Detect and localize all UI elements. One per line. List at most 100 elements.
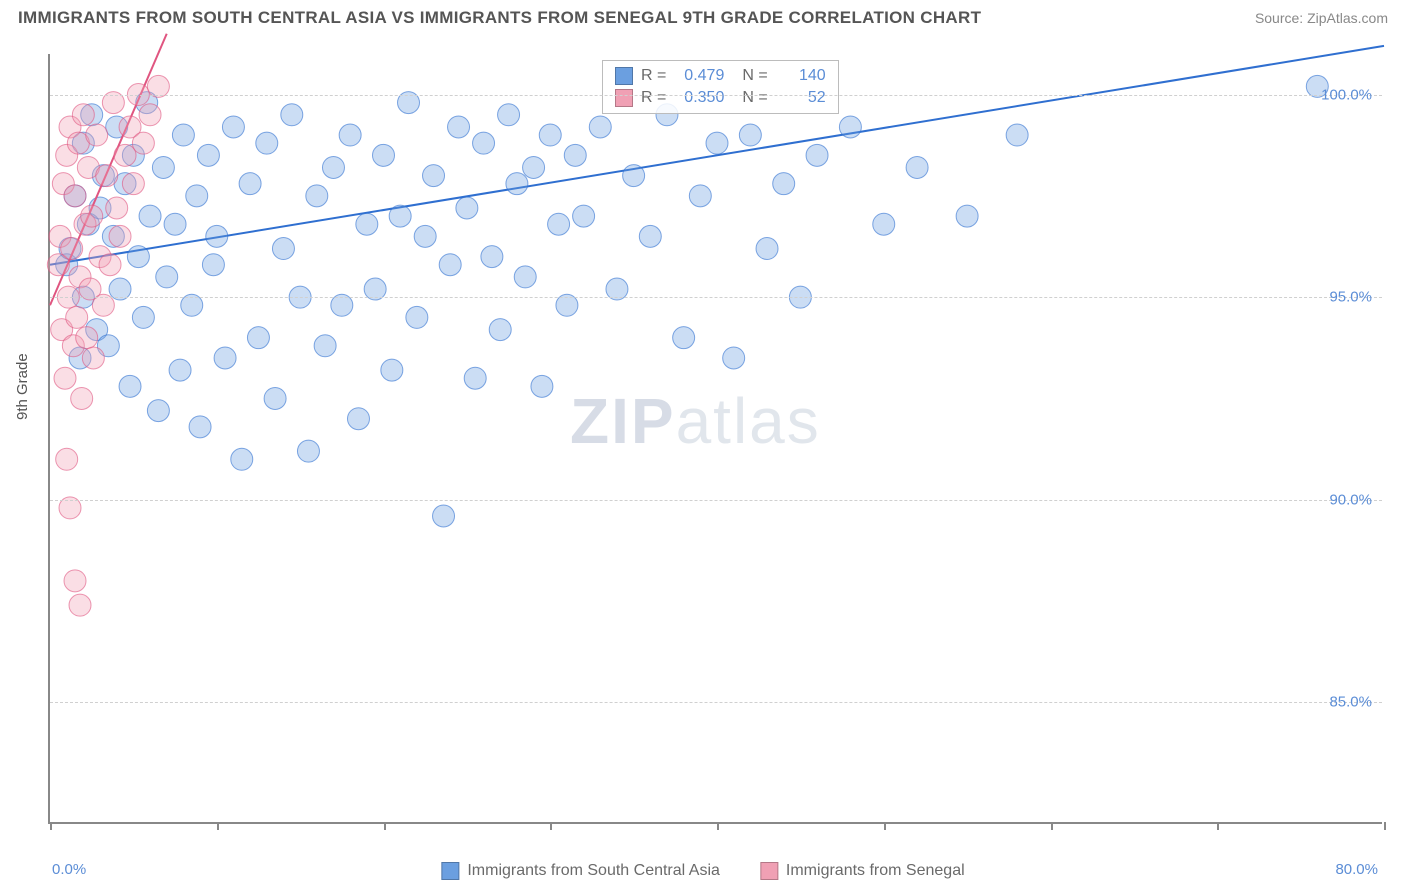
legend-swatch	[615, 67, 633, 85]
x-tick	[550, 822, 552, 830]
data-point	[247, 327, 269, 349]
plot-svg	[50, 54, 1382, 822]
data-point	[706, 132, 728, 154]
data-point	[239, 173, 261, 195]
data-point	[481, 246, 503, 268]
stats-r-value: 0.479	[674, 67, 724, 85]
data-point	[139, 205, 161, 227]
stats-row-sca: R =0.479N =140	[603, 65, 838, 87]
x-tick	[884, 822, 886, 830]
data-point	[689, 185, 711, 207]
y-tick-label: 95.0%	[1329, 289, 1372, 306]
data-point	[297, 440, 319, 462]
legend-item-senegal: Immigrants from Senegal	[760, 862, 965, 880]
data-point	[589, 116, 611, 138]
data-point	[76, 327, 98, 349]
stats-row-senegal: R =0.350N =52	[603, 87, 838, 109]
data-point	[132, 306, 154, 328]
data-point	[498, 104, 520, 126]
gridline	[50, 500, 1382, 501]
data-point	[322, 156, 344, 178]
data-point	[214, 347, 236, 369]
data-point	[439, 254, 461, 276]
data-point	[86, 124, 108, 146]
stats-n-value: 140	[776, 67, 826, 85]
data-point	[56, 448, 78, 470]
legend-item-sca: Immigrants from South Central Asia	[441, 862, 720, 880]
x-tick	[1217, 822, 1219, 830]
data-point	[839, 116, 861, 138]
data-point	[66, 306, 88, 328]
data-point	[639, 225, 661, 247]
gridline	[50, 702, 1382, 703]
data-point	[169, 359, 191, 381]
data-point	[122, 173, 144, 195]
data-point	[114, 144, 136, 166]
data-point	[433, 505, 455, 527]
stats-r-label: R =	[641, 89, 666, 107]
data-point	[564, 144, 586, 166]
data-point	[64, 570, 86, 592]
data-point	[152, 156, 174, 178]
data-point	[231, 448, 253, 470]
data-point	[206, 225, 228, 247]
data-point	[69, 594, 91, 616]
data-point	[1006, 124, 1028, 146]
data-point	[164, 213, 186, 235]
data-point	[197, 144, 219, 166]
data-point	[281, 104, 303, 126]
stats-n-label: N =	[742, 67, 767, 85]
data-point	[739, 124, 761, 146]
data-point	[139, 104, 161, 126]
data-point	[414, 225, 436, 247]
data-point	[464, 367, 486, 389]
data-point	[539, 124, 561, 146]
data-point	[106, 197, 128, 219]
data-point	[189, 416, 211, 438]
gridline	[50, 297, 1382, 298]
data-point	[82, 347, 104, 369]
data-point	[72, 104, 94, 126]
y-tick-label: 100.0%	[1321, 86, 1372, 103]
data-point	[531, 375, 553, 397]
data-point	[339, 124, 361, 146]
data-point	[96, 165, 118, 187]
data-point	[202, 254, 224, 276]
data-point	[222, 116, 244, 138]
data-point	[186, 185, 208, 207]
data-point	[132, 132, 154, 154]
data-point	[256, 132, 278, 154]
data-point	[109, 225, 131, 247]
data-point	[71, 387, 93, 409]
x-axis-min-label: 0.0%	[52, 861, 86, 878]
stats-legend-box: R =0.479N =140R =0.350N =52	[602, 60, 839, 114]
stats-n-label: N =	[742, 89, 767, 107]
data-point	[806, 144, 828, 166]
legend-label: Immigrants from Senegal	[786, 862, 965, 880]
data-point	[272, 238, 294, 260]
source-label: Source: ZipAtlas.com	[1255, 10, 1388, 26]
data-point	[81, 205, 103, 227]
data-point	[156, 266, 178, 288]
data-point	[473, 132, 495, 154]
gridline	[50, 95, 1382, 96]
data-point	[264, 387, 286, 409]
data-point	[347, 408, 369, 430]
data-point	[623, 165, 645, 187]
data-point	[514, 266, 536, 288]
data-point	[906, 156, 928, 178]
stats-n-value: 52	[776, 89, 826, 107]
legend-swatch	[615, 89, 633, 107]
x-tick	[1384, 822, 1386, 830]
data-point	[127, 246, 149, 268]
data-point	[64, 185, 86, 207]
data-point	[147, 400, 169, 422]
scatter-plot: ZIPatlas R =0.479N =140R =0.350N =52 85.…	[48, 54, 1382, 824]
data-point	[306, 185, 328, 207]
data-point	[448, 116, 470, 138]
legend-swatch	[441, 862, 459, 880]
data-point	[756, 238, 778, 260]
y-tick-label: 85.0%	[1329, 694, 1372, 711]
data-point	[373, 144, 395, 166]
y-tick-label: 90.0%	[1329, 491, 1372, 508]
